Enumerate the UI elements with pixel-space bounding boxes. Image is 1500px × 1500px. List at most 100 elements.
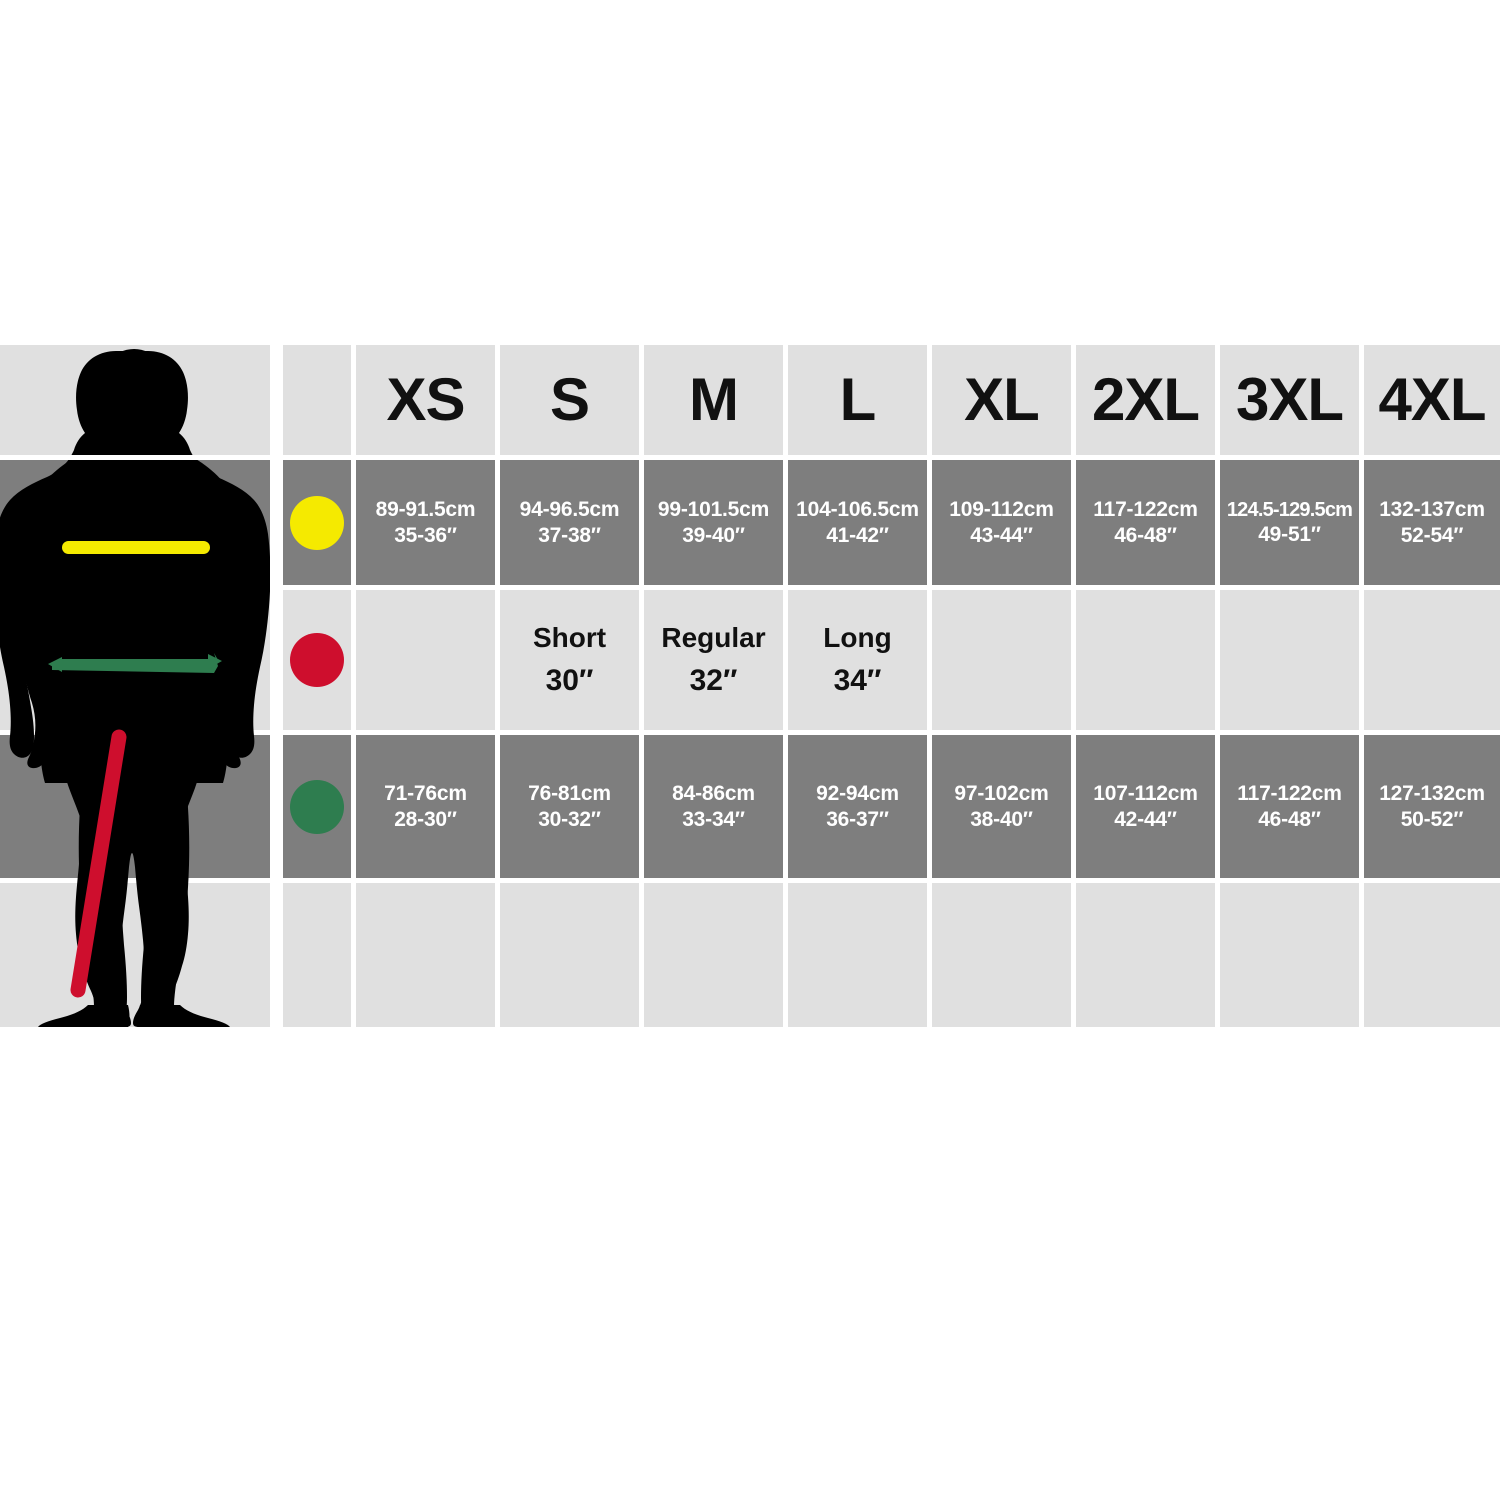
chest-cell-2xl: 117-122cm 46-48″	[1076, 460, 1215, 585]
gutter	[351, 345, 356, 1027]
inseam-cell-xs	[356, 590, 495, 730]
inseam-cell-3xl	[1220, 590, 1359, 730]
chest-cell-m: 99-101.5cm 39-40″	[644, 460, 783, 585]
header-label: 2XL	[1091, 366, 1200, 434]
measure-cm: 117-122cm	[1237, 781, 1342, 805]
header-label: XS	[386, 366, 465, 434]
measure-cm: 117-122cm	[1093, 497, 1198, 521]
gutter	[1215, 345, 1220, 1027]
body-silhouette-figure	[0, 345, 271, 1027]
measure-cm: 124.5-129.5cm	[1226, 498, 1353, 521]
column-header-l: L	[788, 345, 927, 455]
legend-cell-chest	[283, 460, 351, 585]
measure-cm: 71-76cm	[384, 781, 467, 805]
measure-in: 42-44″	[1114, 807, 1177, 831]
gutter	[495, 345, 500, 1027]
chest-cell-3xl: 124.5-129.5cm 49-51″	[1220, 460, 1359, 585]
waist-cell-2xl: 107-112cm 42-44″	[1076, 735, 1215, 878]
measure-in: 46-48″	[1258, 807, 1321, 831]
inseam-measure-line	[70, 729, 127, 998]
measure-in: 49-51″	[1258, 522, 1321, 546]
inseam-cell-2xl	[1076, 590, 1215, 730]
waist-cell-s: 76-81cm 30-32″	[500, 735, 639, 878]
row-gutter	[270, 730, 1500, 735]
column-header-xs: XS	[356, 345, 495, 455]
row-gutter	[270, 455, 1500, 460]
measure-cm: 92-94cm	[816, 781, 899, 805]
measure-in: 28-30″	[394, 807, 457, 831]
waist-cell-l: 92-94cm 36-37″	[788, 735, 927, 878]
measure-cm: 109-112cm	[949, 497, 1054, 521]
chest-measure-line	[62, 541, 210, 554]
header-label: XL	[964, 366, 1040, 434]
header-label: L	[839, 366, 877, 434]
header-label: M	[689, 366, 739, 434]
footer-cell-4xl	[1364, 883, 1500, 1027]
measure-cm: 107-112cm	[1093, 781, 1198, 805]
legend-cell-inseam	[283, 590, 351, 730]
gutter	[639, 345, 644, 1027]
row-gutter	[270, 585, 1500, 590]
column-header-2xl: 2XL	[1076, 345, 1215, 455]
measure-in: 30-32″	[538, 807, 601, 831]
column-header-xl: XL	[932, 345, 1071, 455]
measure-in: 38-40″	[970, 807, 1033, 831]
header-label: 3XL	[1235, 366, 1344, 434]
measure-cm: 89-91.5cm	[375, 497, 476, 521]
size-chart-table: XS S M L XL 2XL 3XL 4XL 89-91.5cm 35-36″…	[0, 345, 1500, 1027]
waist-cell-3xl: 117-122cm 46-48″	[1220, 735, 1359, 878]
gutter	[927, 345, 932, 1027]
inseam-cell-xl	[932, 590, 1071, 730]
footer-cell-2xl	[1076, 883, 1215, 1027]
footer-cell-xs	[356, 883, 495, 1027]
chest-cell-s: 94-96.5cm 37-38″	[500, 460, 639, 585]
gutter	[783, 345, 788, 1027]
header-label: 4XL	[1378, 366, 1486, 434]
measure-cm: 84-86cm	[672, 781, 755, 805]
column-header-3xl: 3XL	[1220, 345, 1359, 455]
measure-cm: 76-81cm	[528, 781, 611, 805]
column-header-s: S	[500, 345, 639, 455]
inseam-cell-l: Long 34″	[788, 590, 927, 730]
gutter	[270, 345, 283, 1027]
gutter	[1071, 345, 1076, 1027]
column-header-4xl: 4XL	[1364, 345, 1500, 455]
footer-cell-xl	[932, 883, 1071, 1027]
measure-in: 35-36″	[394, 523, 457, 547]
measure-in: 52-54″	[1400, 523, 1464, 547]
column-header-m: M	[644, 345, 783, 455]
inseam-cell-m: Regular 32″	[644, 590, 783, 730]
inseam-cell-s: Short 30″	[500, 590, 639, 730]
measure-cm: 127-132cm	[1379, 781, 1485, 805]
inseam-name: Short	[532, 621, 607, 653]
header-label: S	[549, 366, 590, 434]
waist-cell-xl: 97-102cm 38-40″	[932, 735, 1071, 878]
silhouette-overlay	[16, 349, 252, 1027]
inseam-value: 34″	[833, 663, 882, 697]
figure-band-gutter	[0, 455, 270, 460]
yellow-dot-icon	[290, 495, 344, 550]
waist-cell-m: 84-86cm 33-34″	[644, 735, 783, 878]
measure-in: 50-52″	[1400, 807, 1464, 831]
measure-in: 37-38″	[538, 523, 601, 547]
footer-cell-legend	[283, 883, 351, 1027]
inseam-name: Regular	[661, 621, 766, 653]
inseam-value: 30″	[545, 663, 594, 697]
red-dot-icon	[290, 633, 344, 687]
footer-cell-m	[644, 883, 783, 1027]
waist-measure-line	[48, 653, 222, 673]
green-dot-icon	[290, 779, 344, 834]
inseam-name: Long	[823, 621, 892, 653]
measure-cm: 132-137cm	[1379, 497, 1485, 521]
inseam-value: 32″	[689, 663, 738, 697]
measure-cm: 94-96.5cm	[519, 497, 620, 521]
measure-cm: 97-102cm	[954, 781, 1049, 805]
measure-cm: 99-101.5cm	[657, 497, 770, 521]
legend-cell-waist	[283, 735, 351, 878]
row-gutter	[270, 878, 1500, 883]
footer-cell-3xl	[1220, 883, 1359, 1027]
measure-in: 36-37″	[826, 807, 889, 831]
measure-in: 43-44″	[970, 523, 1033, 547]
chest-cell-xl: 109-112cm 43-44″	[932, 460, 1071, 585]
